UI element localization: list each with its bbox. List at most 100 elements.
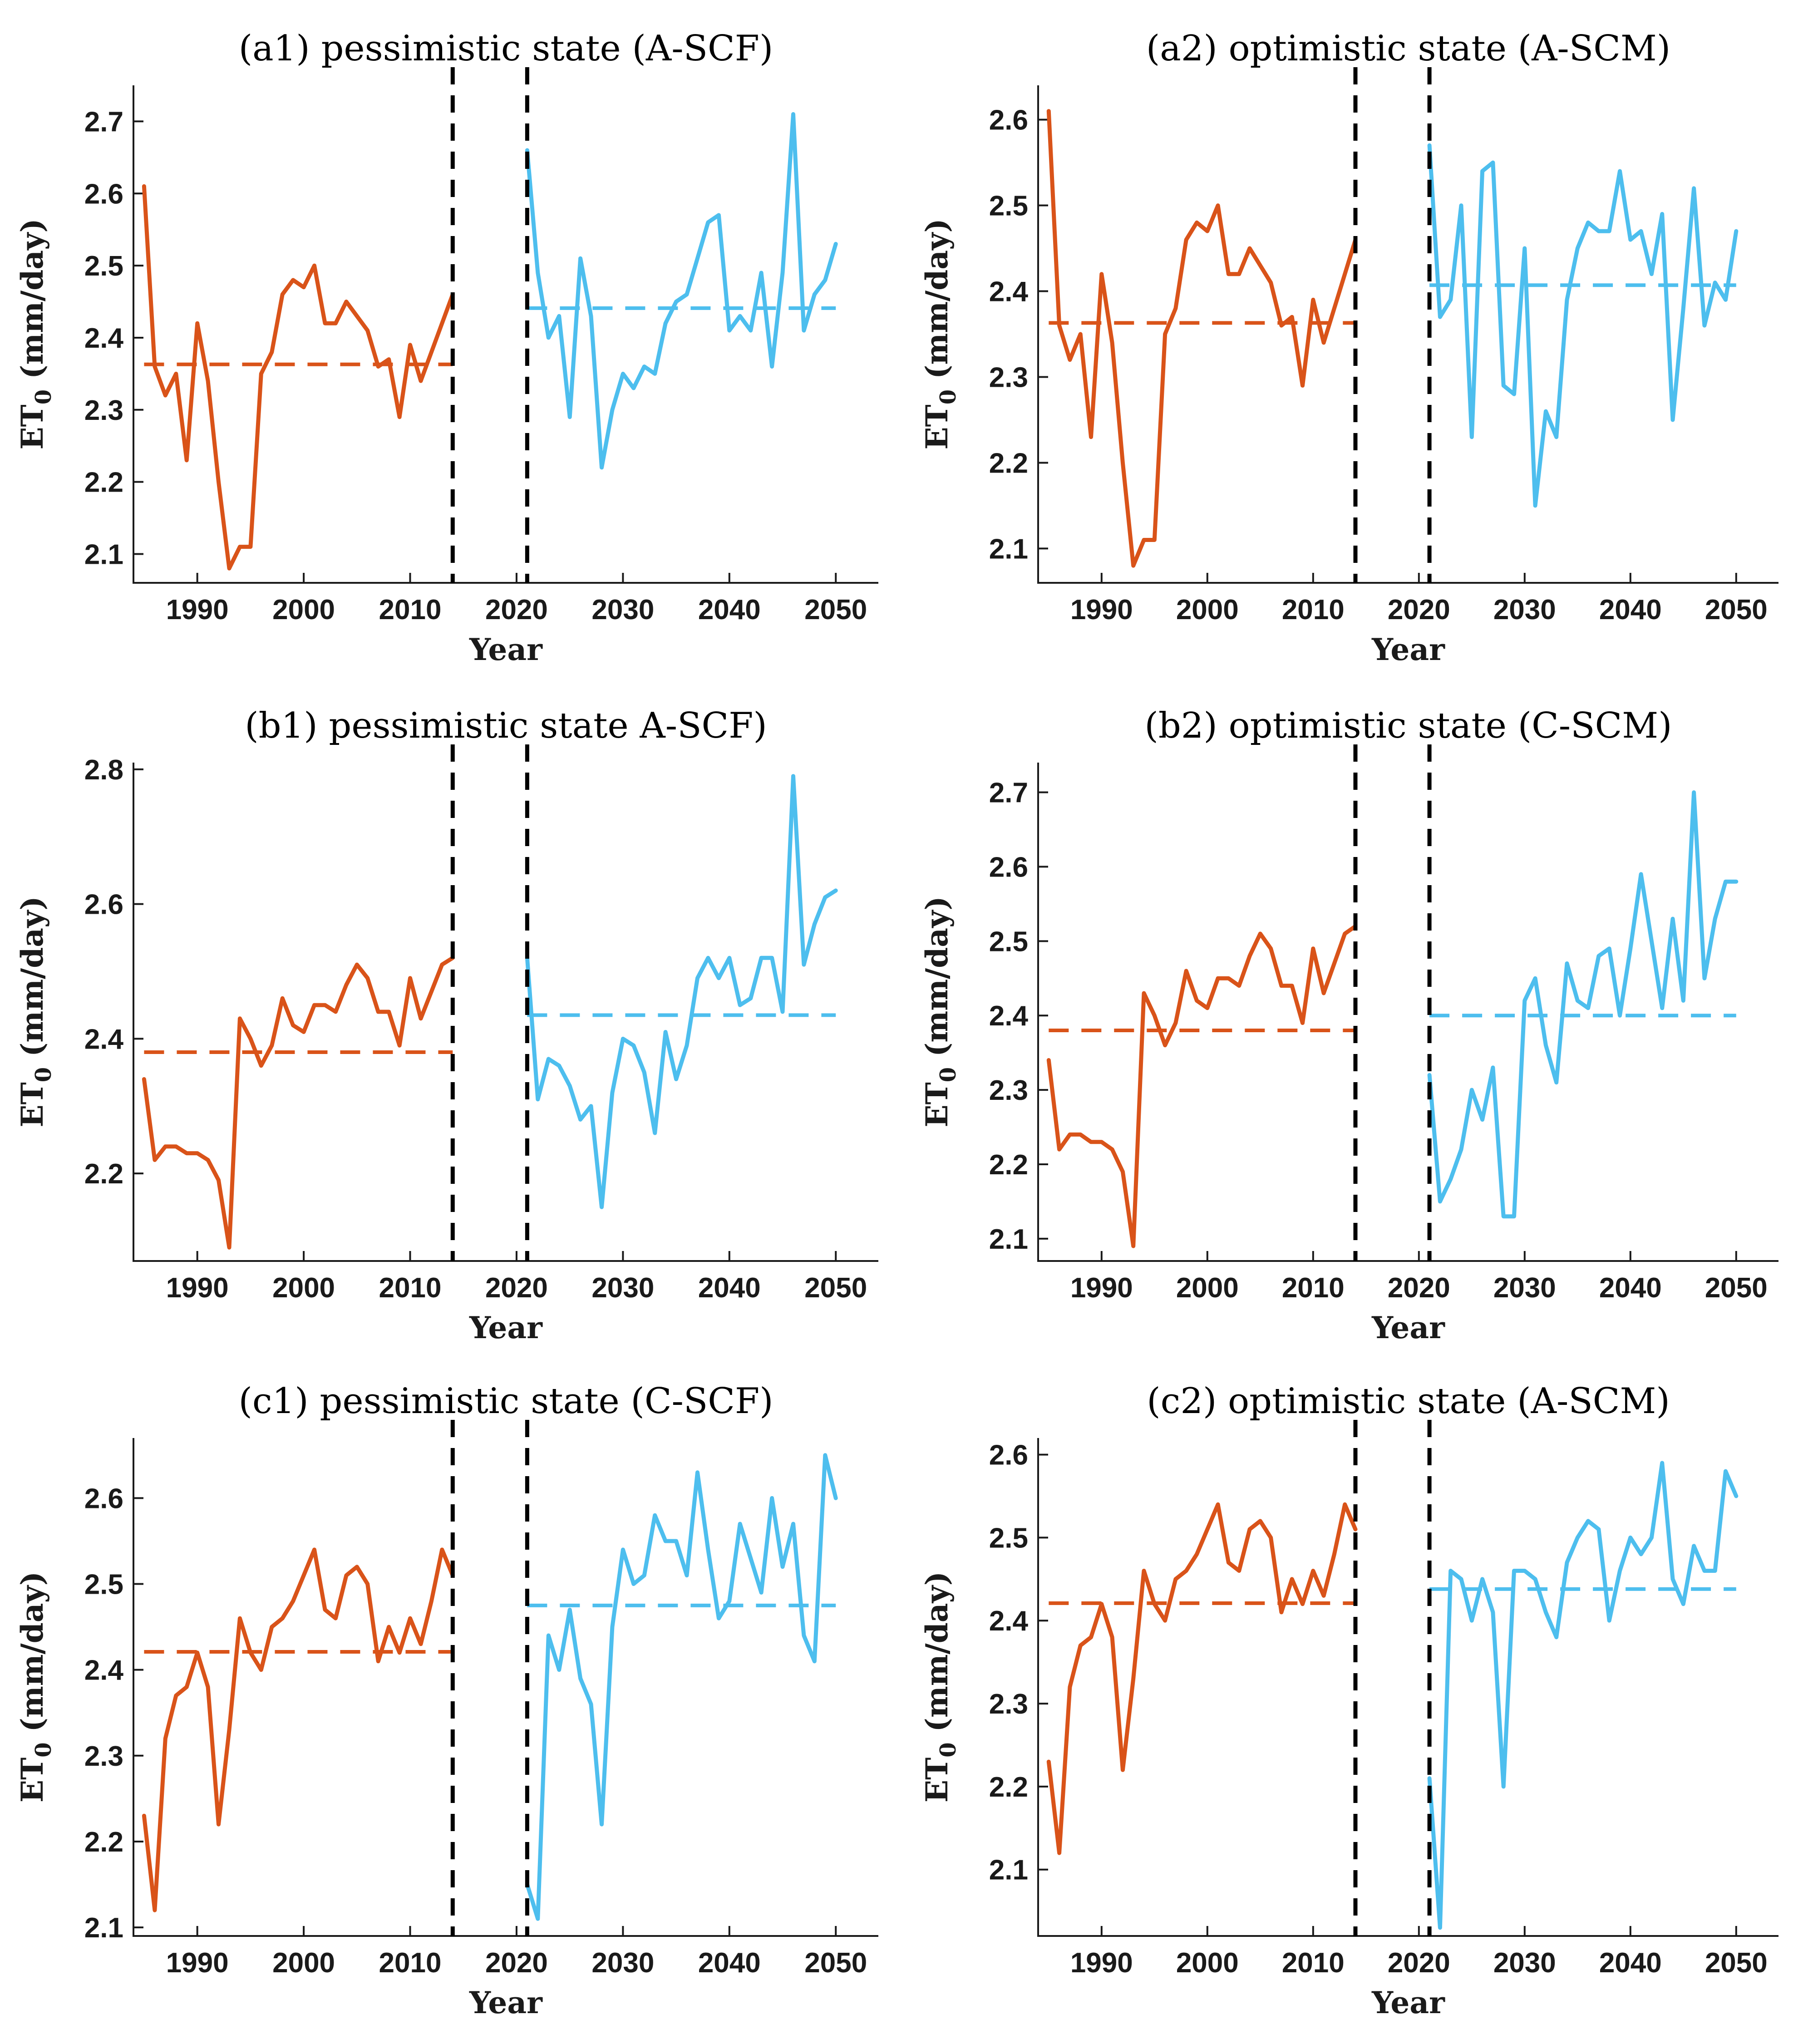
x-tick-label: 2030 xyxy=(1493,594,1556,626)
x-tick-label: 2010 xyxy=(1282,594,1345,626)
y-tick-label: 2.3 xyxy=(84,395,123,426)
future-series-line xyxy=(1427,143,1739,508)
y-axis-label: ET0 (mm/day) xyxy=(919,896,961,1127)
x-tick-label: 1990 xyxy=(1070,1947,1133,1979)
axes-frame xyxy=(133,85,878,584)
y-tick-label: 2.3 xyxy=(989,1075,1028,1106)
y-tick-label: 2.5 xyxy=(989,1522,1028,1554)
y-tick-label: 2.8 xyxy=(84,754,123,786)
x-tick-label: 2020 xyxy=(1388,594,1450,626)
y-axis-label: ET0 (mm/day) xyxy=(919,218,961,449)
y-axis-label-unit: (mm/day) xyxy=(919,896,955,1067)
axes-frame xyxy=(133,763,878,1262)
y-tick-label: 2.4 xyxy=(84,1024,124,1055)
y-axis-label-main: ET xyxy=(919,404,955,449)
y-axis-label-unit: (mm/day) xyxy=(15,218,50,389)
future-series-line xyxy=(1427,790,1739,1219)
y-tick-label: 2.6 xyxy=(84,178,123,210)
y-tick-label: 2.6 xyxy=(989,1440,1028,1471)
x-tick-label: 2030 xyxy=(591,1272,654,1304)
axes-frame xyxy=(133,1438,878,1937)
x-tick-label: 2030 xyxy=(1493,1272,1556,1304)
x-axis-label: Year xyxy=(469,1985,543,2020)
future-series-line xyxy=(525,1453,838,1921)
x-axis-label: Year xyxy=(1371,1310,1445,1345)
y-tick-label: 2.4 xyxy=(84,1655,124,1686)
y-tick-label: 2.5 xyxy=(989,191,1028,222)
x-tick-label: 1990 xyxy=(1070,594,1133,626)
y-tick-label: 2.4 xyxy=(989,276,1029,308)
y-axis-label-unit: (mm/day) xyxy=(15,1571,50,1742)
y-tick-label: 2.2 xyxy=(84,467,123,498)
x-tick-label: 1990 xyxy=(166,594,229,626)
y-axis-label-subscript: 0 xyxy=(936,389,961,404)
y-axis-label-subscript: 0 xyxy=(31,1742,56,1757)
y-tick-label: 2.5 xyxy=(84,251,123,282)
x-tick-label: 1990 xyxy=(166,1272,229,1304)
y-axis-label-unit: (mm/day) xyxy=(919,218,955,389)
historical-series-line xyxy=(1046,924,1358,1248)
x-tick-label: 2050 xyxy=(804,1947,867,1979)
y-axis-label-subscript: 0 xyxy=(936,1742,961,1757)
chart-panel-6: (c2) optimistic state (A-SCM) 2.1 2.2 2.3 2.… xyxy=(919,1381,1778,2020)
x-tick-label: 2020 xyxy=(485,594,548,626)
y-axis-label-main: ET xyxy=(15,1758,50,1803)
x-tick-label: 2050 xyxy=(1705,1272,1768,1304)
x-tick-label: 2010 xyxy=(379,1947,442,1979)
y-tick-label: 2.3 xyxy=(989,362,1028,393)
y-axis-label-subscript: 0 xyxy=(31,389,56,404)
x-tick-label: 2020 xyxy=(485,1272,548,1304)
x-tick-label: 2000 xyxy=(1176,594,1239,626)
x-tick-label: 2050 xyxy=(1705,594,1768,626)
chart-title: (c2) optimistic state (A-SCM) xyxy=(1147,1381,1670,1422)
x-axis-label: Year xyxy=(1371,1985,1445,2020)
y-axis-label-main: ET xyxy=(15,1082,50,1127)
chart-title: (a1) pessimistic state (A-SCF) xyxy=(239,28,773,69)
historical-series-line xyxy=(1046,109,1358,568)
x-tick-label: 2000 xyxy=(272,594,335,626)
chart-panel-4: (b2) optimistic state (C-SCM) 2.1 2.2 2.3 2.… xyxy=(919,705,1778,1345)
x-tick-label: 2030 xyxy=(591,1947,654,1979)
future-series-line xyxy=(525,112,838,470)
x-tick-label: 2010 xyxy=(379,1272,442,1304)
axes-frame xyxy=(1037,763,1778,1262)
y-axis-label-main: ET xyxy=(919,1082,955,1127)
y-tick-label: 2.1 xyxy=(989,533,1028,565)
y-tick-label: 2.1 xyxy=(989,1224,1028,1255)
x-tick-label: 2040 xyxy=(1599,1272,1662,1304)
chart-panel-2: (a2) optimistic state (A-SCM) 2.1 2.2 2.3 2.… xyxy=(919,28,1778,667)
x-tick-label: 2050 xyxy=(804,594,867,626)
historical-series-line xyxy=(1046,1502,1358,1855)
y-axis-label: ET0 (mm/day) xyxy=(919,1571,961,1803)
x-tick-label: 2010 xyxy=(1282,1947,1345,1979)
y-axis-label-unit: (mm/day) xyxy=(919,1571,955,1742)
y-tick-label: 2.5 xyxy=(84,1569,123,1601)
y-axis-label-main: ET xyxy=(15,404,50,449)
y-tick-label: 2.1 xyxy=(989,1855,1028,1886)
x-tick-label: 2010 xyxy=(1282,1272,1345,1304)
x-axis-label: Year xyxy=(469,632,543,667)
chart-title: (b1) pessimistic state A-SCF) xyxy=(245,705,767,746)
y-axis-label-main: ET xyxy=(919,1758,955,1803)
x-tick-label: 2020 xyxy=(1388,1947,1450,1979)
chart-title: (b2) optimistic state (C-SCM) xyxy=(1144,705,1672,746)
y-tick-label: 2.2 xyxy=(989,1149,1028,1181)
y-tick-label: 2.7 xyxy=(989,778,1028,809)
x-axis-label: Year xyxy=(1371,632,1445,667)
y-tick-label: 2.2 xyxy=(989,1772,1028,1803)
x-axis-label: Year xyxy=(469,1310,543,1345)
x-tick-label: 2020 xyxy=(485,1947,548,1979)
y-axis-label-subscript: 0 xyxy=(31,1067,56,1082)
y-tick-label: 2.2 xyxy=(989,448,1028,479)
historical-series-line xyxy=(142,1547,455,1912)
x-tick-label: 2020 xyxy=(1388,1272,1450,1304)
y-axis-label: ET0 (mm/day) xyxy=(15,896,56,1127)
x-tick-label: 1990 xyxy=(166,1947,229,1979)
y-tick-label: 2.6 xyxy=(84,889,123,921)
future-series-line xyxy=(1427,1461,1739,1930)
y-tick-label: 2.6 xyxy=(989,105,1028,136)
historical-series-line xyxy=(142,184,455,571)
y-tick-label: 2.6 xyxy=(989,852,1028,883)
y-tick-label: 2.4 xyxy=(989,1000,1029,1032)
